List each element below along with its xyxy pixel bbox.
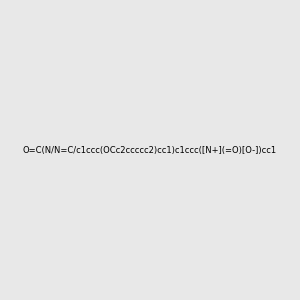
Text: O=C(N/N=C/c1ccc(OCc2ccccc2)cc1)c1ccc([N+](=O)[O-])cc1: O=C(N/N=C/c1ccc(OCc2ccccc2)cc1)c1ccc([N+… xyxy=(23,146,277,154)
